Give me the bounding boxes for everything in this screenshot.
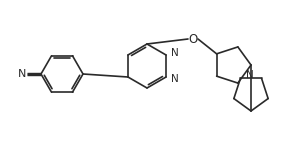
Text: N: N (171, 74, 179, 84)
Text: N: N (246, 70, 254, 80)
Text: N: N (171, 48, 179, 58)
Text: N: N (18, 69, 26, 79)
Text: O: O (188, 32, 198, 46)
